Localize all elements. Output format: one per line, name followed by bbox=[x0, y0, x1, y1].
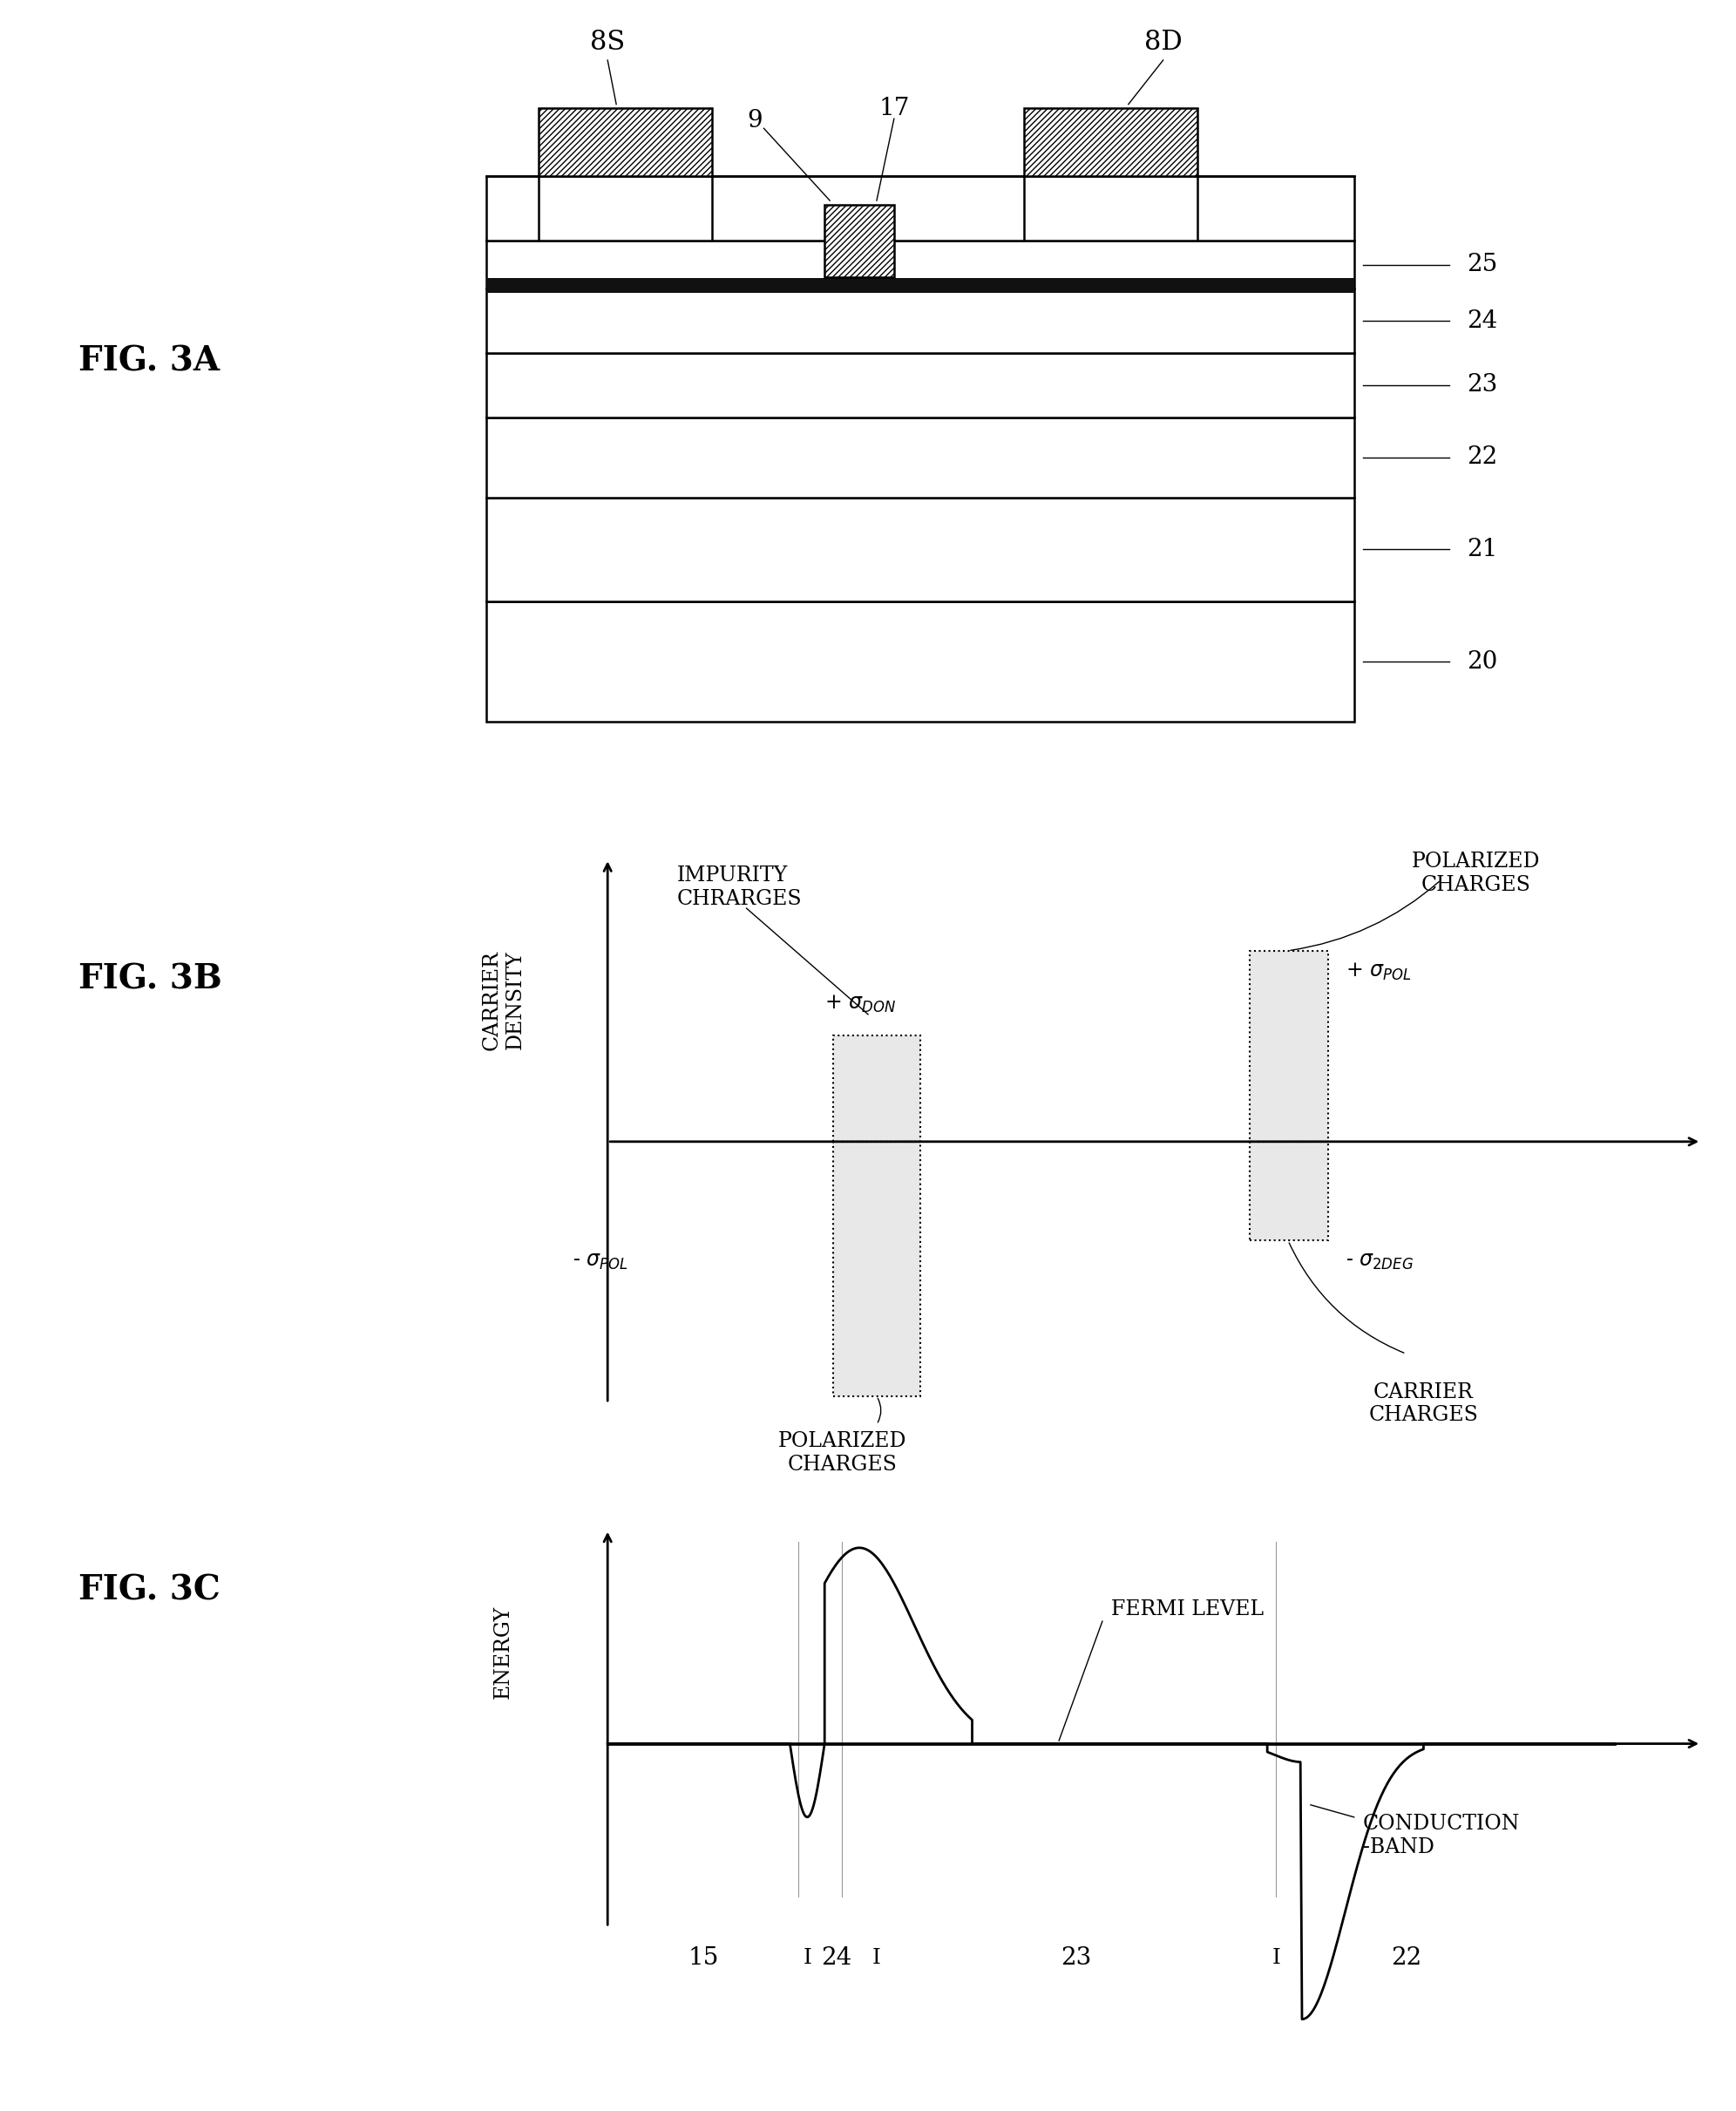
Text: 22: 22 bbox=[1467, 445, 1498, 469]
Text: 15: 15 bbox=[687, 1946, 719, 1970]
Text: CONDUCTION
-BAND: CONDUCTION -BAND bbox=[1363, 1813, 1521, 1858]
Text: FIG. 3C: FIG. 3C bbox=[78, 1575, 220, 1606]
Text: 17: 17 bbox=[878, 97, 910, 120]
Bar bbox=[538, 108, 712, 177]
Text: 8D: 8D bbox=[1144, 30, 1182, 57]
Text: ENERGY: ENERGY bbox=[493, 1604, 514, 1699]
Bar bbox=[1250, 950, 1328, 1142]
Text: 9: 9 bbox=[748, 108, 762, 133]
Bar bbox=[486, 353, 1354, 418]
Text: 25: 25 bbox=[1467, 253, 1498, 277]
Text: 22: 22 bbox=[1391, 1946, 1422, 1970]
Text: POLARIZED
CHARGES: POLARIZED CHARGES bbox=[1411, 851, 1540, 895]
Bar bbox=[833, 1142, 920, 1395]
Bar bbox=[486, 177, 1354, 241]
Text: FIG. 3A: FIG. 3A bbox=[78, 344, 219, 378]
Text: I: I bbox=[804, 1948, 811, 1967]
Text: I: I bbox=[1272, 1948, 1279, 1967]
Bar bbox=[1024, 108, 1198, 177]
Text: I: I bbox=[873, 1948, 880, 1967]
Text: FERMI LEVEL: FERMI LEVEL bbox=[1111, 1598, 1264, 1619]
Text: CARRIER
CHARGES: CARRIER CHARGES bbox=[1368, 1383, 1479, 1425]
Bar bbox=[486, 602, 1354, 722]
Text: 23: 23 bbox=[1061, 1946, 1092, 1970]
Bar bbox=[486, 279, 1354, 293]
Text: FIG. 3B: FIG. 3B bbox=[78, 963, 222, 996]
Text: 21: 21 bbox=[1467, 538, 1498, 562]
Text: 20: 20 bbox=[1467, 650, 1498, 673]
Text: - $\sigma_{2DEG}$: - $\sigma_{2DEG}$ bbox=[1345, 1252, 1413, 1271]
Bar bbox=[486, 241, 1354, 289]
Bar bbox=[1250, 1142, 1328, 1241]
Bar bbox=[486, 498, 1354, 602]
Text: 23: 23 bbox=[1467, 374, 1498, 397]
Bar bbox=[825, 205, 894, 277]
Bar bbox=[486, 289, 1354, 353]
Bar bbox=[486, 418, 1354, 498]
Text: 8S: 8S bbox=[590, 30, 625, 57]
Text: POLARIZED
CHARGES: POLARIZED CHARGES bbox=[778, 1431, 906, 1476]
Bar bbox=[833, 1037, 920, 1142]
Text: - $\sigma_{POL}$: - $\sigma_{POL}$ bbox=[573, 1252, 628, 1271]
Text: IMPURITY
CHRARGES: IMPURITY CHRARGES bbox=[677, 866, 802, 910]
Text: 24: 24 bbox=[1467, 308, 1498, 334]
Text: + $\sigma_{POL}$: + $\sigma_{POL}$ bbox=[1345, 961, 1411, 982]
Text: + $\sigma_{DON}$: + $\sigma_{DON}$ bbox=[825, 994, 896, 1015]
Text: CARRIER
DENSITY: CARRIER DENSITY bbox=[483, 950, 524, 1051]
Text: 24: 24 bbox=[821, 1946, 852, 1970]
